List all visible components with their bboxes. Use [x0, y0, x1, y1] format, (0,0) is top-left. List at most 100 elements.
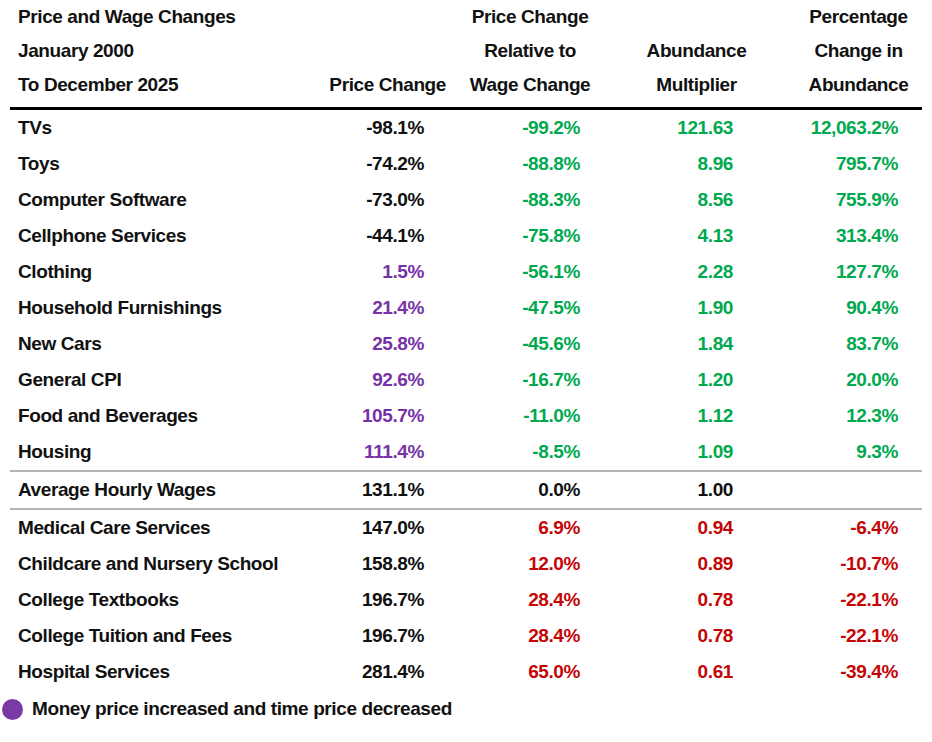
- price-change-value: -73.0%: [300, 182, 446, 218]
- relative-price-change-value: -88.8%: [446, 146, 608, 182]
- abundance-change-value: 795.7%: [755, 146, 922, 182]
- abundance-multiplier-value: 4.13: [608, 218, 755, 254]
- abundance-multiplier-value: 1.09: [608, 434, 755, 471]
- abundance-change-value: -39.4%: [755, 654, 922, 690]
- price-change-value: 196.7%: [300, 582, 446, 618]
- table-title-line-3: To December 2025: [18, 68, 300, 102]
- abundance-multiplier-value: 0.89: [608, 546, 755, 582]
- row-label: Cellphone Services: [10, 218, 300, 254]
- abundance-change-value: -22.1%: [755, 618, 922, 654]
- abundance-change-value: 12,063.2%: [755, 109, 922, 147]
- price-change-value: 158.8%: [300, 546, 446, 582]
- table-row: New Cars25.8%-45.6%1.8483.7%: [10, 326, 922, 362]
- table-row: College Textbooks196.7%28.4%0.78-22.1%: [10, 582, 922, 618]
- abundance-change-value: 12.3%: [755, 398, 922, 434]
- abundance-change-value: 83.7%: [755, 326, 922, 362]
- abundance-change-value: -6.4%: [755, 509, 922, 546]
- table-row: Childcare and Nursery School158.8%12.0%0…: [10, 546, 922, 582]
- price-change-value: 147.0%: [300, 509, 446, 546]
- row-label: Housing: [10, 434, 300, 471]
- row-label: Food and Beverages: [10, 398, 300, 434]
- relative-price-change-value: -8.5%: [446, 434, 608, 471]
- relative-price-change-value: -99.2%: [446, 109, 608, 147]
- price-wage-table: Price and Wage Changes January 2000 To D…: [10, 0, 922, 690]
- row-label: TVs: [10, 109, 300, 147]
- table-row: TVs-98.1%-99.2%121.6312,063.2%: [10, 109, 922, 147]
- row-label: Household Furnishings: [10, 290, 300, 326]
- relative-price-change-value: 12.0%: [446, 546, 608, 582]
- abundance-multiplier-value: 1.84: [608, 326, 755, 362]
- table-title: Price and Wage Changes January 2000 To D…: [10, 0, 300, 109]
- table-row: Average Hourly Wages131.1%0.0%1.00: [10, 471, 922, 509]
- legend-dot-icon: [2, 699, 23, 720]
- relative-price-change-value: -75.8%: [446, 218, 608, 254]
- row-label: Childcare and Nursery School: [10, 546, 300, 582]
- price-change-value: 21.4%: [300, 290, 446, 326]
- abundance-multiplier-value: 8.96: [608, 146, 755, 182]
- abundance-change-value: 755.9%: [755, 182, 922, 218]
- column-header-relative-price-change: Price Change Relative to Wage Change: [446, 0, 608, 109]
- row-label: General CPI: [10, 362, 300, 398]
- price-change-value: 105.7%: [300, 398, 446, 434]
- price-change-value: -74.2%: [300, 146, 446, 182]
- table-row: Hospital Services281.4%65.0%0.61-39.4%: [10, 654, 922, 690]
- abundance-multiplier-value: 1.12: [608, 398, 755, 434]
- price-change-value: 281.4%: [300, 654, 446, 690]
- price-change-value: 111.4%: [300, 434, 446, 471]
- row-label: Toys: [10, 146, 300, 182]
- relative-price-change-value: 28.4%: [446, 618, 608, 654]
- relative-price-change-value: 6.9%: [446, 509, 608, 546]
- header-row: Price and Wage Changes January 2000 To D…: [10, 0, 922, 109]
- abundance-multiplier-value: 0.61: [608, 654, 755, 690]
- table-row: Clothing1.5%-56.1%2.28127.7%: [10, 254, 922, 290]
- price-change-value: 25.8%: [300, 326, 446, 362]
- abundance-multiplier-value: 2.28: [608, 254, 755, 290]
- relative-price-change-value: -16.7%: [446, 362, 608, 398]
- abundance-change-value: -22.1%: [755, 582, 922, 618]
- legend-label: Money price increased and time price dec…: [32, 698, 452, 720]
- table-title-line-2: January 2000: [18, 34, 300, 68]
- table-row: Computer Software-73.0%-88.3%8.56755.9%: [10, 182, 922, 218]
- row-label: New Cars: [10, 326, 300, 362]
- abundance-change-value: 9.3%: [755, 434, 922, 471]
- price-change-value: -98.1%: [300, 109, 446, 147]
- table-row: Housing111.4%-8.5%1.099.3%: [10, 434, 922, 471]
- column-header-abundance-change: Percentage Change in Abundance: [755, 0, 922, 109]
- abundance-multiplier-value: 8.56: [608, 182, 755, 218]
- table-row: Food and Beverages105.7%-11.0%1.1212.3%: [10, 398, 922, 434]
- relative-price-change-value: 0.0%: [446, 471, 608, 509]
- abundance-change-value: 90.4%: [755, 290, 922, 326]
- row-label: Medical Care Services: [10, 509, 300, 546]
- abundance-change-value: -10.7%: [755, 546, 922, 582]
- price-change-value: 196.7%: [300, 618, 446, 654]
- relative-price-change-value: -47.5%: [446, 290, 608, 326]
- abundance-multiplier-value: 0.78: [608, 618, 755, 654]
- table-body: TVs-98.1%-99.2%121.6312,063.2%Toys-74.2%…: [10, 109, 922, 691]
- abundance-change-value: 127.7%: [755, 254, 922, 290]
- abundance-multiplier-value: 1.20: [608, 362, 755, 398]
- table-title-line-1: Price and Wage Changes: [18, 0, 300, 34]
- row-label: College Tuition and Fees: [10, 618, 300, 654]
- relative-price-change-value: -11.0%: [446, 398, 608, 434]
- relative-price-change-value: 65.0%: [446, 654, 608, 690]
- table-row: Household Furnishings21.4%-47.5%1.9090.4…: [10, 290, 922, 326]
- abundance-multiplier-value: 0.78: [608, 582, 755, 618]
- abundance-change-value: 313.4%: [755, 218, 922, 254]
- column-header-abundance-multiplier: Abundance Multiplier: [608, 0, 755, 109]
- abundance-multiplier-value: 121.63: [608, 109, 755, 147]
- price-change-value: 131.1%: [300, 471, 446, 509]
- row-label: Average Hourly Wages: [10, 471, 300, 509]
- row-label: Hospital Services: [10, 654, 300, 690]
- price-change-value: 1.5%: [300, 254, 446, 290]
- relative-price-change-value: -56.1%: [446, 254, 608, 290]
- row-label: College Textbooks: [10, 582, 300, 618]
- column-header-price-change: Price Change: [300, 0, 446, 109]
- price-change-value: -44.1%: [300, 218, 446, 254]
- relative-price-change-value: -88.3%: [446, 182, 608, 218]
- row-label: Computer Software: [10, 182, 300, 218]
- table-row: Toys-74.2%-88.8%8.96795.7%: [10, 146, 922, 182]
- legend: Money price increased and time price dec…: [2, 698, 932, 720]
- table-header: Price and Wage Changes January 2000 To D…: [10, 0, 922, 109]
- relative-price-change-value: 28.4%: [446, 582, 608, 618]
- table-row: General CPI92.6%-16.7%1.2020.0%: [10, 362, 922, 398]
